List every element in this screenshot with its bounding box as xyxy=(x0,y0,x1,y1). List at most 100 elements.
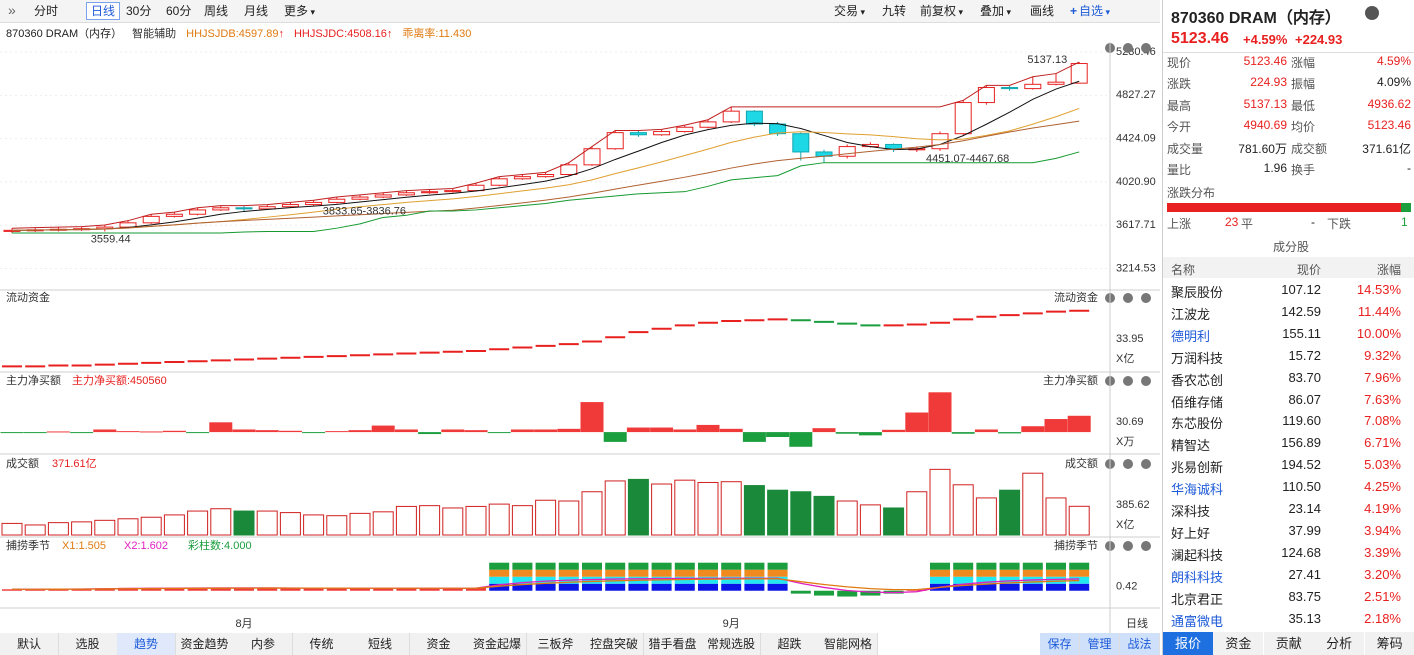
tool-button[interactable]: 交易 xyxy=(830,3,869,19)
net-bar xyxy=(348,430,372,433)
color-column xyxy=(744,562,765,591)
bottom-tab[interactable]: 常规选股 xyxy=(702,633,761,655)
color-column xyxy=(558,562,579,591)
stock-name[interactable]: 德明利 xyxy=(1171,328,1211,344)
bottom-tab[interactable]: 传统 xyxy=(292,633,352,655)
bottom-tab[interactable]: 超跌 xyxy=(760,633,820,655)
bottom-tab[interactable]: 资金起爆 xyxy=(468,633,527,655)
panel-icon xyxy=(1141,459,1151,469)
panel-title: 流动资金 xyxy=(6,290,50,304)
stock-name[interactable]: 澜起科技 xyxy=(1171,547,1224,563)
color-segment xyxy=(489,576,510,584)
bottom-tab[interactable]: 选股 xyxy=(58,633,118,655)
bottom-tab[interactable]: 猎手看盘 xyxy=(643,633,703,655)
period-button[interactable]: 分时 xyxy=(34,4,59,18)
panel-title: 捕捞季节 xyxy=(6,538,50,552)
bottom-tab[interactable]: 默认 xyxy=(0,633,59,655)
stock-name[interactable]: 朗科科技 xyxy=(1171,569,1224,585)
stock-name[interactable]: 北京君正 xyxy=(1171,591,1224,607)
y-unit: X万 xyxy=(1116,436,1134,448)
side-tab[interactable]: 贡献 xyxy=(1263,632,1314,655)
stock-name[interactable]: 精智达 xyxy=(1171,438,1211,454)
tool-button[interactable]: 九转 xyxy=(882,4,907,18)
net-bar xyxy=(789,432,813,447)
bottom-tab[interactable]: 短线 xyxy=(351,633,410,655)
turnover-bar xyxy=(720,481,742,536)
bottom-action[interactable]: 保存 xyxy=(1040,633,1080,655)
side-tab[interactable]: 资金 xyxy=(1213,632,1264,655)
bottom-tab[interactable]: 内参 xyxy=(234,633,293,655)
panel-value: 主力净买额:450560 xyxy=(72,373,167,387)
quote-value: 5123.46 xyxy=(1367,118,1411,133)
bottom-tab[interactable]: 控盘突破 xyxy=(585,633,644,655)
tool-button[interactable]: 前复权 xyxy=(916,3,967,19)
season-bar xyxy=(837,590,858,597)
color-segment xyxy=(558,583,579,591)
period-button[interactable]: 更多 xyxy=(280,3,319,19)
stock-name[interactable]: 华海诚科 xyxy=(1171,482,1224,498)
color-segment xyxy=(999,562,1020,570)
stock-name[interactable]: 万润科技 xyxy=(1171,350,1224,366)
color-segment xyxy=(930,562,950,570)
quote-label: 均价 xyxy=(1291,120,1316,135)
stock-name[interactable]: 兆易创新 xyxy=(1171,460,1224,476)
side-tab[interactable]: 分析 xyxy=(1314,632,1365,655)
color-segment xyxy=(674,583,695,591)
stock-price: 194.52 xyxy=(1281,457,1321,473)
period-button[interactable]: 周线 xyxy=(204,4,229,18)
quote-label: 现价 xyxy=(1167,56,1192,70)
tool-button[interactable]: + 自选 xyxy=(1066,3,1114,19)
stock-price: 37.99 xyxy=(1288,522,1321,538)
period-button[interactable]: 30分 xyxy=(126,4,152,18)
net-bar xyxy=(93,429,117,433)
season-bar xyxy=(71,588,92,591)
stock-pct: 7.08% xyxy=(1364,413,1401,429)
net-bar xyxy=(928,392,952,433)
stock-name[interactable]: 好上好 xyxy=(1171,525,1211,541)
season-bar xyxy=(25,589,46,591)
stock-name[interactable]: 江波龙 xyxy=(1171,306,1211,322)
stock-pct: 4.25% xyxy=(1364,479,1401,495)
stock-name[interactable]: 佰维存储 xyxy=(1171,394,1224,410)
quote-value: 4.59% xyxy=(1376,54,1411,68)
bottom-tab[interactable]: 智能网格 xyxy=(819,633,878,655)
net-bar xyxy=(116,431,140,433)
net-bar xyxy=(186,432,210,434)
bottom-tab[interactable]: 资金趋势 xyxy=(175,633,235,655)
period-button[interactable]: 月线 xyxy=(244,4,269,18)
stock-name[interactable]: 东芯股份 xyxy=(1171,416,1224,432)
period-button[interactable]: 60分 xyxy=(166,4,192,18)
net-bar xyxy=(673,429,697,433)
net-bar xyxy=(951,432,975,434)
color-column xyxy=(1046,562,1066,591)
flat-count: - xyxy=(1311,215,1315,229)
bottom-action[interactable]: 管理 xyxy=(1080,633,1120,655)
period-label: 日线 xyxy=(1126,616,1148,630)
stock-name[interactable]: 聚辰股份 xyxy=(1171,285,1224,300)
stock-name[interactable]: 通富微电 xyxy=(1171,613,1224,629)
color-column xyxy=(628,562,649,591)
net-bar xyxy=(70,432,94,434)
candle-body xyxy=(513,176,531,180)
tool-button[interactable]: 画线 xyxy=(1030,4,1055,18)
bottom-action[interactable]: 战法 xyxy=(1120,633,1160,655)
bottom-tab[interactable]: 资金 xyxy=(409,633,469,655)
net-bar xyxy=(162,430,186,433)
period-button[interactable]: 日线 xyxy=(86,2,121,20)
y-tick-label: 3617.71 xyxy=(1116,219,1156,231)
turnover-bar xyxy=(326,515,348,536)
color-segment xyxy=(1046,576,1066,584)
bottom-tab[interactable]: 趋势 xyxy=(117,633,176,655)
tool-button[interactable]: 叠加 xyxy=(976,3,1015,19)
side-tab[interactable]: 筹码 xyxy=(1364,632,1414,655)
candle-body xyxy=(258,206,276,210)
stock-name[interactable]: 深科技 xyxy=(1171,504,1211,519)
stock-name[interactable]: 香农芯创 xyxy=(1171,372,1224,388)
quote-value: - xyxy=(1407,161,1411,175)
season-bar xyxy=(187,587,208,591)
side-tab[interactable]: 报价 xyxy=(1163,632,1213,655)
color-segment xyxy=(767,569,788,577)
bottom-tab[interactable]: 三板斧 xyxy=(526,633,586,655)
down-label: 下跌 xyxy=(1327,217,1352,231)
candle-body xyxy=(629,132,647,136)
